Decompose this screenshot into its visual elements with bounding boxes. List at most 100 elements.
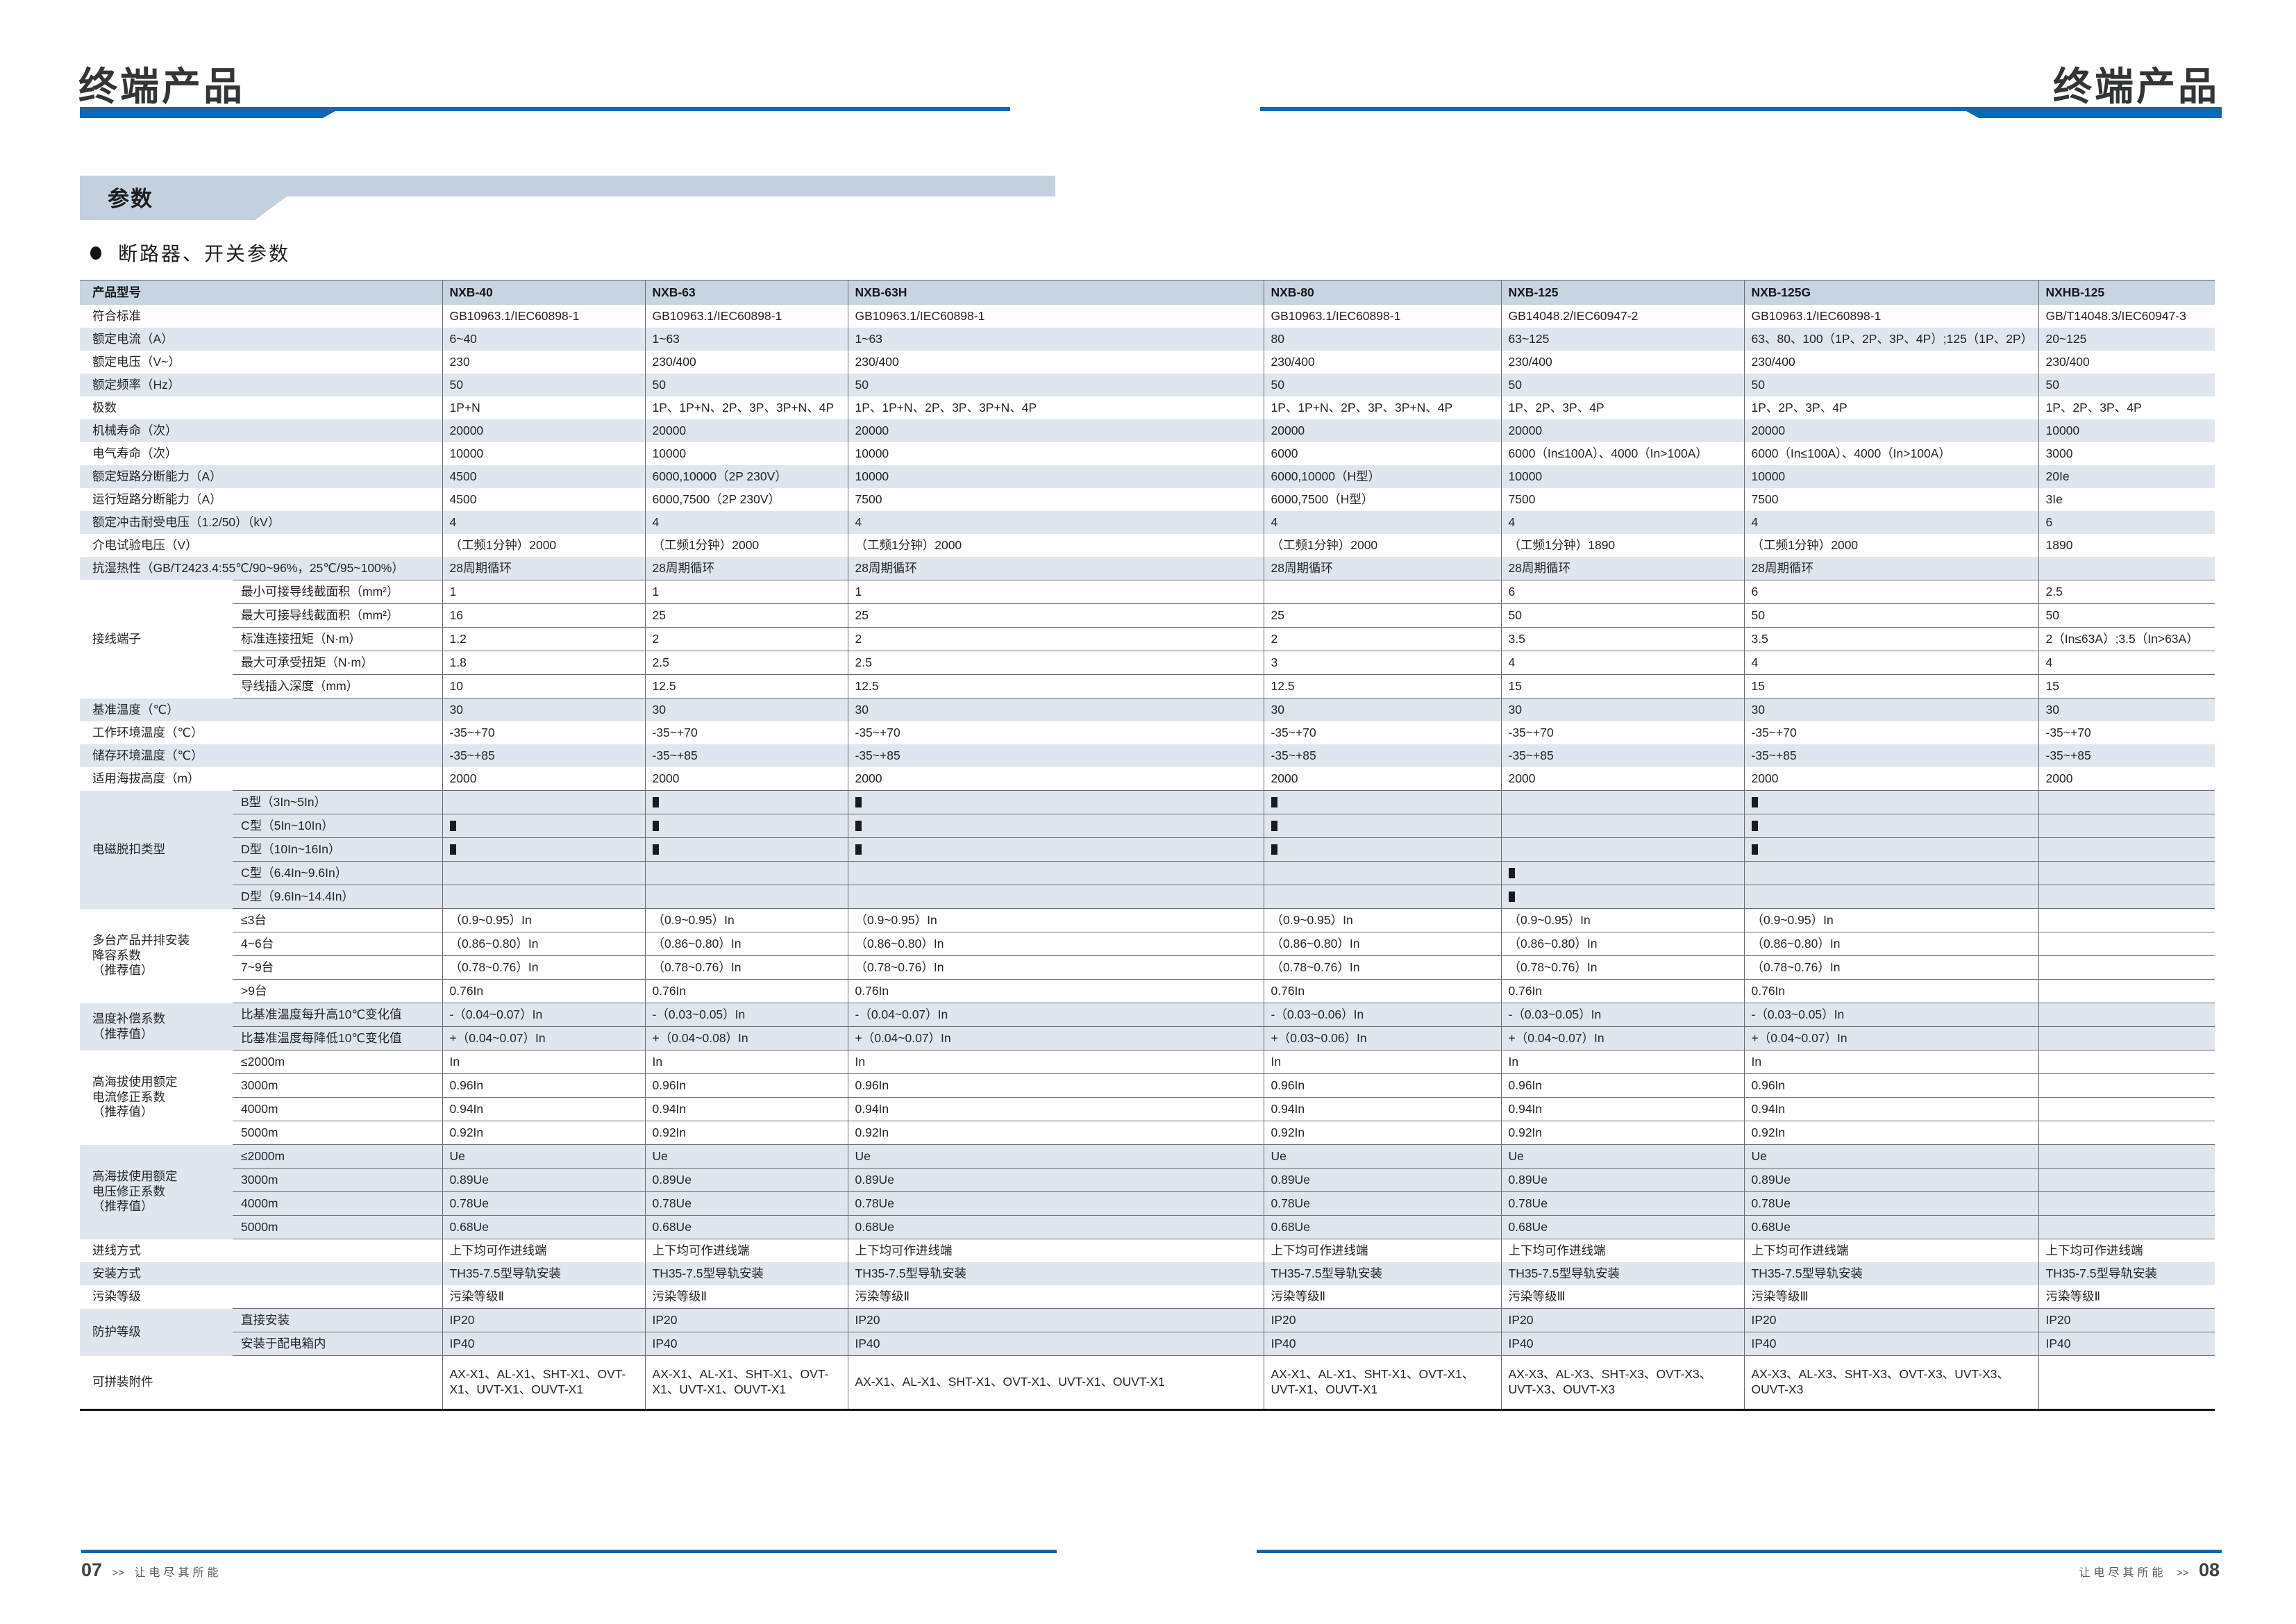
cell-NXB-40: In [442,1050,645,1074]
table-row: 额定电压（V~） 230 230/400 230/400 230/400 230/400 2… [80,351,2215,374]
cell-NXB-40: 0.94In [442,1097,645,1121]
column-header-NXB-125: NXB-125 [1500,280,1744,305]
cell-NXB-80: 0.89Ue [1263,1168,1501,1192]
cell-NXB-80: -35~+85 [1263,744,1501,767]
cell-NXHB-125: 3000 [2038,442,2215,465]
cell-NXB-125G: 0.96In [1743,1073,2038,1098]
param-sublabel: 3000m [233,1168,442,1192]
spec-table: 产品型号 NXB-40 NXB-63 NXB-63H NXB-80 NXB-125 NXB-… [80,280,2215,1411]
param-sublabel: C型（6.4In~9.6In） [233,861,442,885]
cell-NXB-63H: -35~+85 [847,744,1264,767]
cell-NXB-63 [644,837,848,862]
cell-NXB-63: （0.9~0.95）In [644,908,848,932]
cell-NXB-125: 230/400 [1500,351,1744,374]
cell-NXB-125: （0.86~0.80）In [1500,932,1744,956]
cell-NXB-63: GB10963.1/IEC60898-1 [644,305,848,328]
cell-NXB-80: 0.96In [1263,1073,1501,1098]
cell-NXB-63H: 30 [847,698,1264,721]
page-title-left: 终端产品 [78,65,245,108]
cell-NXB-125G: 15 [1743,674,2038,698]
cell-NXB-63H: 12.5 [847,674,1264,698]
cell-NXB-40: TH35-7.5型导轨安装 [442,1262,645,1285]
cell-NXB-125: -（0.03~0.05）In [1500,1003,1744,1027]
cell-NXB-125G: -（0.03~0.05）In [1743,1003,2038,1027]
cell-NXB-63H: （0.78~0.76）In [847,955,1264,980]
cell-NXB-80 [1263,861,1501,885]
cell-NXB-40: 50 [442,374,645,396]
cell-NXB-125G: Ue [1743,1144,2038,1169]
cell-NXB-125G: 50 [1743,603,2038,628]
param-label: 可拼装附件 [92,1375,153,1389]
cell-NXB-63: Ue [644,1144,848,1169]
cell-NXHB-125: 2000 [2038,767,2215,791]
cell-NXB-80: 上下均可作进线端 [1263,1239,1501,1262]
cell-NXB-125G: GB10963.1/IEC60898-1 [1743,305,2038,328]
cell-NXHB-125: TH35-7.5型导轨安装 [2038,1262,2215,1285]
cell-NXB-125G: （0.86~0.80）In [1743,932,2038,956]
cell-NXHB-125: 6 [2038,511,2215,534]
cell-NXB-63H: 50 [847,374,1264,396]
param-label: 进线方式 [92,1243,141,1257]
cell-NXB-125G [1743,790,2038,814]
cell-NXB-63H: 0.92In [847,1121,1264,1145]
cell-NXB-80: 25 [1263,603,1501,628]
cell-NXHB-125: 230/400 [2038,351,2215,374]
cell-NXB-125 [1500,814,1744,838]
table-row: 标准连接扭矩（N·m） 1.2 2 2 2 3.5 3.5 2（In≤63A）;3.5（In>… [80,627,2215,651]
param-sublabel: 导线插入深度（mm） [233,674,442,698]
table-row: 比基准温度每降低10℃变化值 +（0.04~0.07）In +（0.04~0.08）… [80,1026,2215,1050]
header-accent-bar-left [80,107,1010,118]
table-row: 4000m 0.78Ue 0.78Ue 0.78Ue 0.78Ue 0.78Ue 0.78U… [80,1191,2215,1216]
footer-arrows-right: >> [2176,1567,2189,1579]
type-available-mark [855,844,862,855]
param-label: 工作环境温度（℃） [92,725,203,739]
cell-NXB-125: 10000 [1500,465,1744,488]
cell-NXHB-125: 污染等级Ⅱ [2038,1285,2215,1309]
cell-NXHB-125: 1P、2P、3P、4P [2038,396,2215,419]
param-sublabel: 直接安装 [233,1308,442,1332]
param-sublabel: 4000m [233,1097,442,1121]
cell-NXB-80: -（0.03~0.06）In [1263,1003,1501,1027]
cell-NXB-63: 0.94In [644,1097,848,1121]
cell-NXB-125: 2000 [1500,767,1744,791]
cell-NXB-63H: 1P、1P+N、2P、3P、3P+N、4P [847,396,1264,419]
cell-NXB-63H: 1 [847,580,1264,604]
column-header-NXHB-125: NXHB-125 [2038,280,2215,305]
cell-NXB-125G [1743,814,2038,838]
section-heading: 断路器、开关参数 [90,239,290,267]
cell-NXB-125G: 63、80、100（1P、2P、3P、4P）;125（1P、2P） [1743,328,2038,351]
cell-NXB-80 [1263,885,1501,909]
cell-NXB-125: 50 [1500,603,1744,628]
cell-NXB-125: 50 [1500,374,1744,396]
cell-NXB-125G: 1P、2P、3P、4P [1743,396,2038,419]
cell-NXB-80 [1263,814,1501,838]
cell-NXHB-125 [2038,814,2215,838]
table-row: 额定电流（A） 6~40 1~63 1~63 80 63~125 63、80、100（1P、… [80,328,2215,351]
cell-NXB-125: 20000 [1500,419,1744,442]
cell-NXB-125: 63~125 [1500,328,1744,351]
cell-NXB-80: 6000 [1263,442,1501,465]
cell-NXB-63H: -35~+70 [847,721,1264,744]
cell-NXB-63 [644,790,848,814]
cell-NXB-125: 上下均可作进线端 [1500,1239,1744,1262]
cell-NXB-80: TH35-7.5型导轨安装 [1263,1262,1501,1285]
cell-NXB-63H: 2 [847,627,1264,651]
table-row: 机械寿命（次） 20000 20000 20000 20000 20000 20000 100… [80,419,2215,442]
cell-NXB-125: 15 [1500,674,1744,698]
cell-NXB-40: Ue [442,1144,645,1169]
cell-NXB-125G: 上下均可作进线端 [1743,1239,2038,1262]
type-available-mark [855,797,862,808]
cell-NXB-125G: TH35-7.5型导轨安装 [1743,1262,2038,1285]
cell-NXHB-125 [2038,1168,2215,1192]
column-header-NXB-63: NXB-63 [644,280,848,305]
cell-NXB-125: GB14048.2/IEC60947-2 [1500,305,1744,328]
cell-NXHB-125: 上下均可作进线端 [2038,1239,2215,1262]
cell-NXB-125: （工频1分钟）1890 [1500,534,1744,557]
column-header-NXB-40: NXB-40 [442,280,645,305]
cell-NXB-125G: 30 [1743,698,2038,721]
cell-NXB-63: 0.96In [644,1073,848,1098]
param-label: 极数 [92,400,117,415]
cell-NXB-125 [1500,885,1744,909]
table-row: 额定频率（Hz） 50 50 50 50 50 50 50 [80,374,2215,396]
cell-NXB-63H: 0.94In [847,1097,1264,1121]
